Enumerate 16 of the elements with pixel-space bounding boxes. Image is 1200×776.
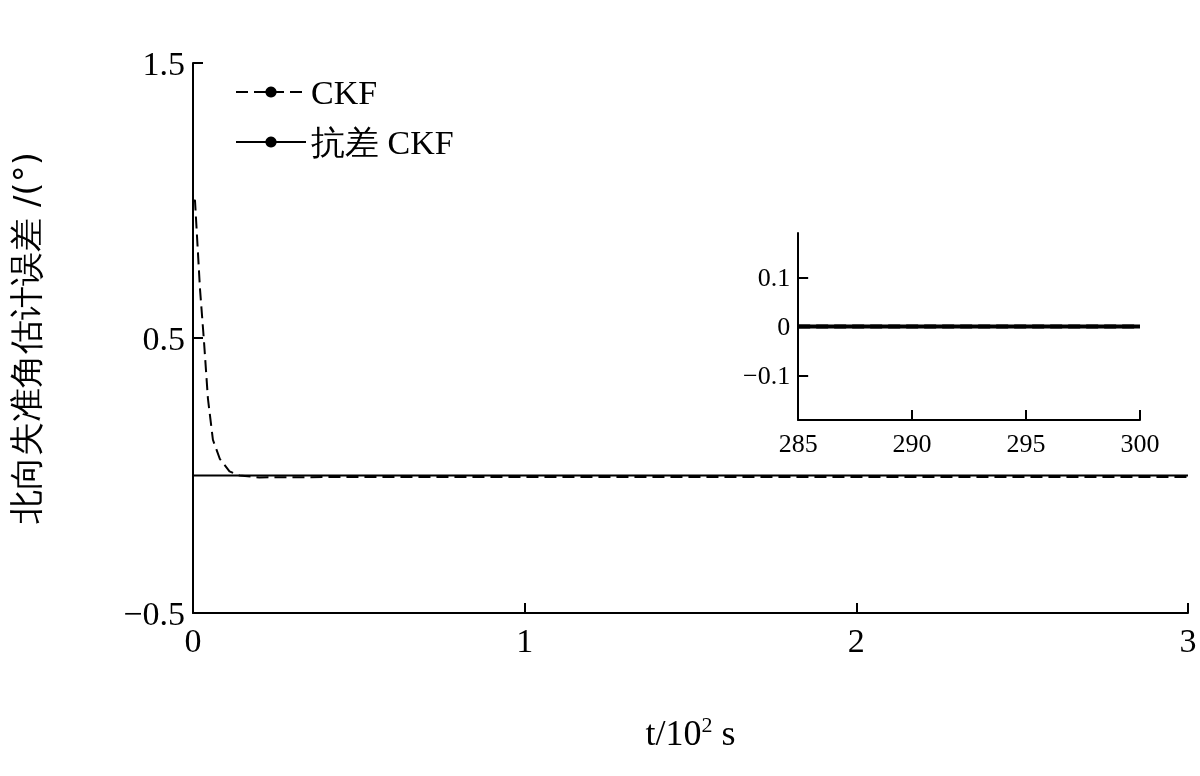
legend-label: 抗差 CKF [311, 123, 454, 161]
y-tick-label: 1.5 [142, 44, 185, 82]
y-tick-label: 0.5 [142, 319, 185, 357]
x-tick-label: 285 [778, 428, 818, 458]
x-tick-label: 295 [1006, 428, 1046, 458]
y-axis-title: 北向失准角估计误差 /(°) [6, 152, 46, 524]
y-tick-label: −0.1 [742, 361, 791, 391]
y-tick-label: 0 [777, 312, 791, 341]
y-tick-label: 0.1 [757, 262, 791, 292]
legend-label: CKF [311, 73, 378, 111]
x-tick-label: 1 [516, 621, 534, 659]
x-tick-label: 3 [1179, 621, 1197, 659]
x-tick-label: 2 [847, 621, 865, 659]
x-tick-label: 290 [892, 428, 932, 458]
y-tick-label: −0.5 [123, 594, 185, 632]
x-tick-label: 300 [1120, 428, 1160, 458]
